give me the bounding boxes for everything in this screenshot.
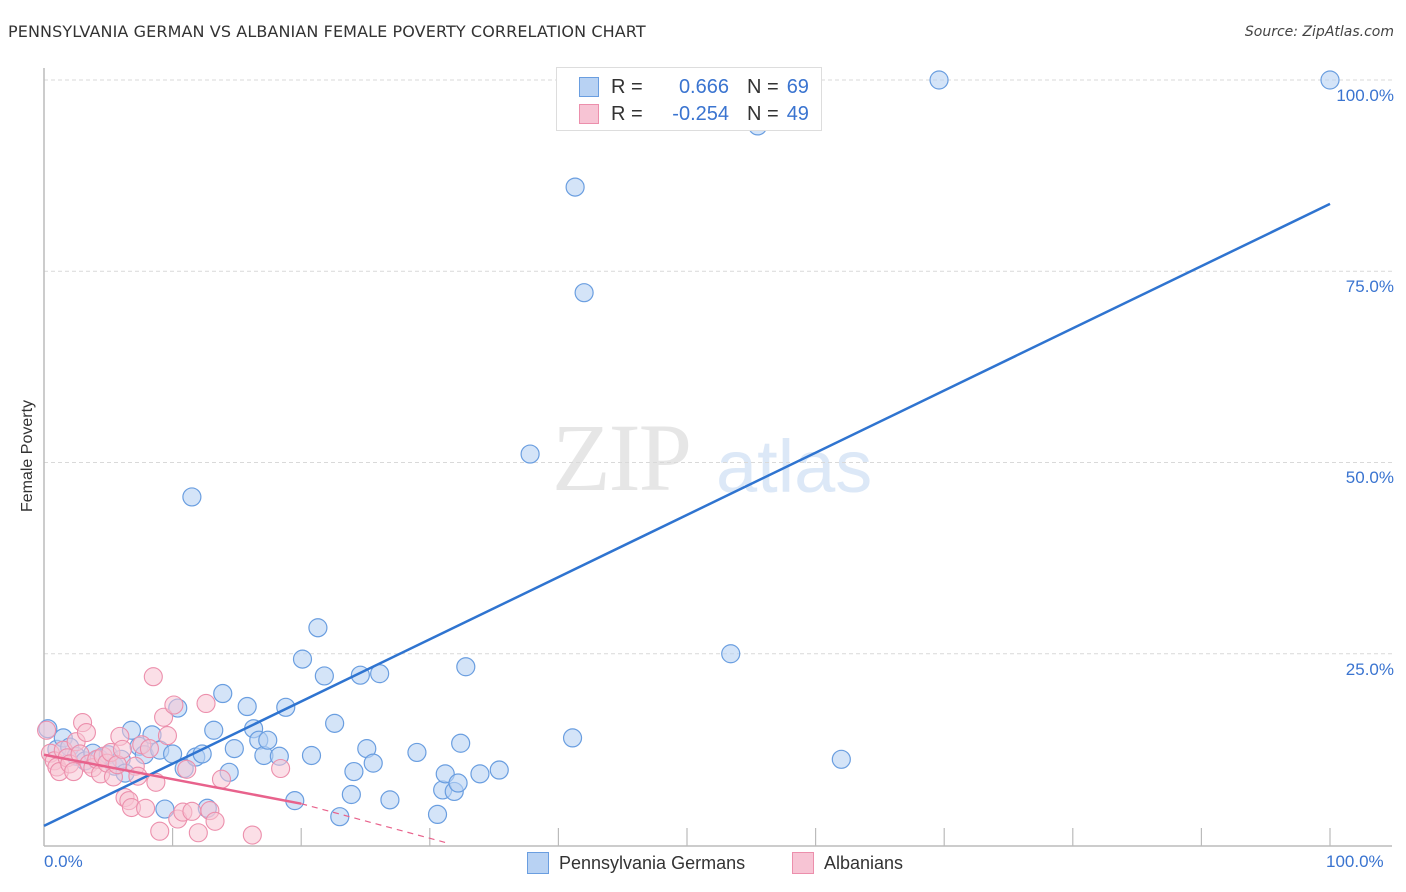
correlation-legend: R = 0.666 N = 69 R = -0.254 N = 49: [556, 67, 822, 131]
data-point: [341, 784, 361, 805]
data-point: [139, 739, 160, 759]
series-albanians-points: [37, 667, 291, 845]
x-tick-100: 100.0%: [1326, 852, 1384, 871]
data-point: [520, 444, 540, 464]
trendline-pennsylvania-germans: [43, 202, 1331, 828]
data-point: [407, 742, 427, 763]
data-point: [380, 790, 400, 810]
data-point: [258, 730, 278, 750]
data-point: [330, 807, 350, 827]
data-point: [325, 713, 345, 733]
x-tick-0: 0.0%: [44, 852, 83, 871]
data-point: [276, 697, 296, 717]
chart-title: PENNSYLVANIA GERMAN VS ALBANIAN FEMALE P…: [8, 22, 646, 41]
legend-label: Albanians: [824, 852, 904, 873]
watermark-zip: ZIP: [552, 404, 692, 511]
legend-row-albanians: R = -0.254 N = 49: [579, 102, 809, 126]
data-point: [301, 745, 322, 766]
data-point: [448, 773, 468, 793]
data-point: [37, 720, 57, 740]
blue-swatch-icon: [579, 77, 599, 97]
data-point: [363, 753, 383, 773]
data-point: [721, 644, 741, 664]
data-point: [562, 728, 583, 748]
data-point: [565, 177, 585, 197]
gridlines: [44, 79, 1395, 655]
legend-row-pennsylvania-germans: R = 0.666 N = 69: [579, 75, 809, 99]
data-point: [182, 801, 202, 821]
blue-swatch-icon: [527, 852, 549, 874]
y-tick-75: 75.0%: [1345, 277, 1394, 296]
data-point: [136, 798, 156, 818]
data-point: [188, 823, 208, 843]
data-point: [76, 722, 96, 743]
data-point: [182, 487, 202, 507]
data-point: [177, 759, 197, 779]
data-point: [451, 733, 471, 753]
source-label: Source: ZipAtlas.com: [1244, 24, 1394, 40]
data-point: [489, 760, 509, 780]
data-point: [204, 720, 224, 740]
r-value: -0.254: [672, 102, 729, 125]
data-point: [456, 657, 476, 677]
data-point: [237, 696, 257, 717]
y-tick-25: 25.0%: [1345, 660, 1394, 679]
data-point: [344, 761, 364, 782]
data-point: [112, 739, 132, 759]
bottom-legend-albanians: Albanians: [792, 852, 903, 874]
y-tick-100: 100.0%: [1336, 86, 1394, 105]
data-point: [271, 758, 291, 779]
r-label: R =: [611, 102, 643, 125]
data-point: [64, 762, 84, 782]
axes: [43, 68, 1392, 847]
data-point: [143, 667, 163, 687]
trendlines: [43, 202, 1331, 845]
y-axis-label: Female Poverty: [19, 399, 36, 513]
trendline-albanians-extrapolated: [301, 803, 450, 845]
data-point: [427, 804, 448, 825]
data-point: [150, 821, 170, 841]
data-point: [470, 764, 490, 784]
data-point: [308, 618, 328, 638]
data-point: [154, 707, 174, 727]
n-label: N =: [747, 102, 779, 125]
data-point: [205, 811, 225, 831]
data-point: [196, 693, 216, 714]
data-point: [831, 749, 851, 769]
trendline-albanians: [43, 753, 302, 805]
data-point: [224, 739, 244, 759]
data-point: [213, 683, 233, 704]
pink-swatch-icon: [579, 104, 599, 124]
n-value: 69: [786, 75, 809, 98]
n-value: 49: [786, 102, 809, 125]
y-tick-50: 50.0%: [1345, 468, 1394, 487]
pink-swatch-icon: [792, 852, 814, 874]
data-point: [929, 70, 949, 90]
series-pennsylvania-germans-points: [38, 70, 1340, 827]
data-point: [1320, 70, 1340, 90]
legend-label: Pennsylvania Germans: [559, 852, 746, 873]
data-point: [211, 769, 232, 789]
data-point: [314, 666, 334, 686]
data-point: [574, 283, 594, 303]
bottom-legend-pennsylvania-germans: Pennsylvania Germans: [527, 852, 745, 874]
r-value: 0.666: [678, 75, 729, 98]
data-point: [157, 726, 178, 746]
data-point: [242, 825, 262, 845]
data-point: [164, 695, 184, 715]
data-point: [292, 649, 313, 669]
n-label: N =: [747, 75, 779, 98]
r-label: R =: [611, 75, 643, 98]
